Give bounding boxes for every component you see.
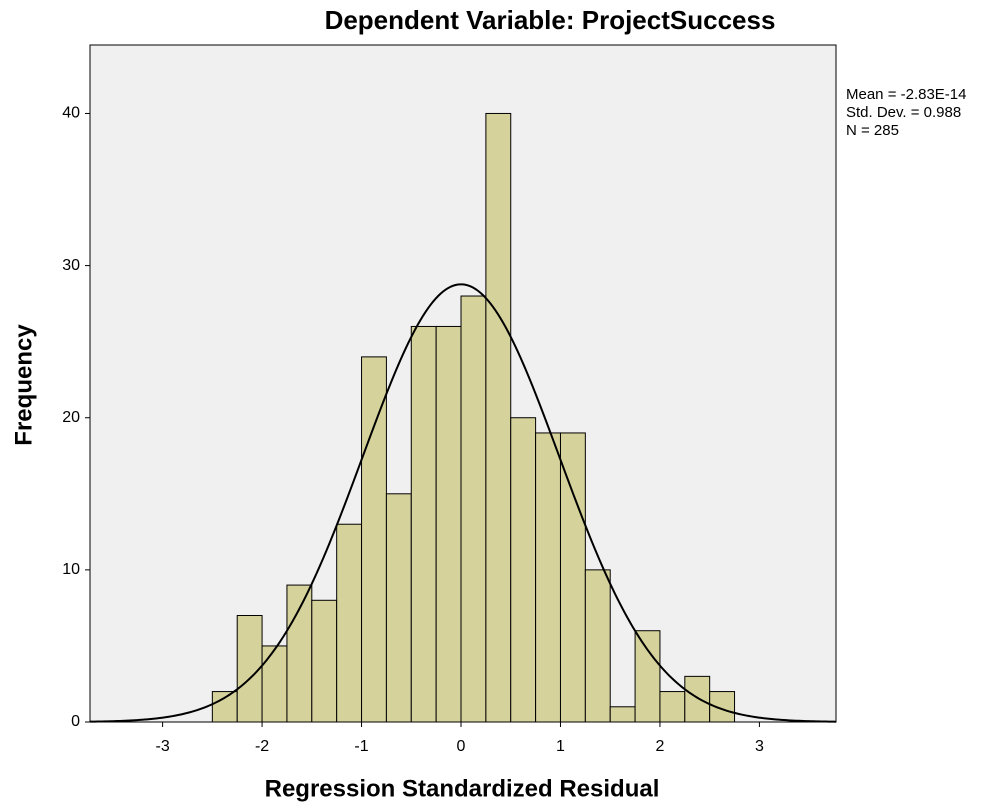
bar <box>211 691 238 723</box>
stat-label: Mean = -2.83E-14 <box>846 86 967 103</box>
bar <box>311 599 338 723</box>
bar <box>336 523 363 723</box>
bar <box>435 325 462 723</box>
y-tick-label: 10 <box>62 561 80 578</box>
bar <box>261 645 288 723</box>
y-tick-label: 30 <box>62 257 80 274</box>
bar <box>361 356 387 723</box>
bar <box>659 691 686 723</box>
x-tick-label: 3 <box>755 738 764 755</box>
bar <box>609 706 636 723</box>
bar <box>510 417 537 723</box>
stat-label: N = 285 <box>846 122 899 139</box>
bar <box>286 584 313 723</box>
bar <box>584 569 611 723</box>
x-tick-label: 1 <box>556 738 565 755</box>
bar <box>684 675 711 723</box>
chart-title: Dependent Variable: ProjectSuccess <box>325 5 776 35</box>
x-tick-label: -1 <box>354 738 368 755</box>
y-axis-label: Frequency <box>10 324 37 446</box>
x-tick-label: -3 <box>155 738 169 755</box>
y-tick-label: 20 <box>62 409 80 426</box>
normal-curve <box>89 283 837 723</box>
bar <box>410 325 437 723</box>
x-tick-label: 0 <box>457 738 466 755</box>
x-tick-label: 2 <box>655 738 664 755</box>
bar <box>485 112 512 723</box>
bar <box>385 493 412 723</box>
y-tick-label: 0 <box>71 713 80 730</box>
y-tick-label: 40 <box>62 105 80 122</box>
bar <box>236 615 263 723</box>
bar <box>559 432 586 723</box>
x-axis-label: Regression Standardized Residual <box>265 775 660 802</box>
bar <box>535 432 561 723</box>
bar <box>634 630 661 723</box>
x-tick-label: -2 <box>255 738 269 755</box>
bar <box>460 295 487 723</box>
stat-label: Std. Dev. = 0.988 <box>846 104 961 121</box>
